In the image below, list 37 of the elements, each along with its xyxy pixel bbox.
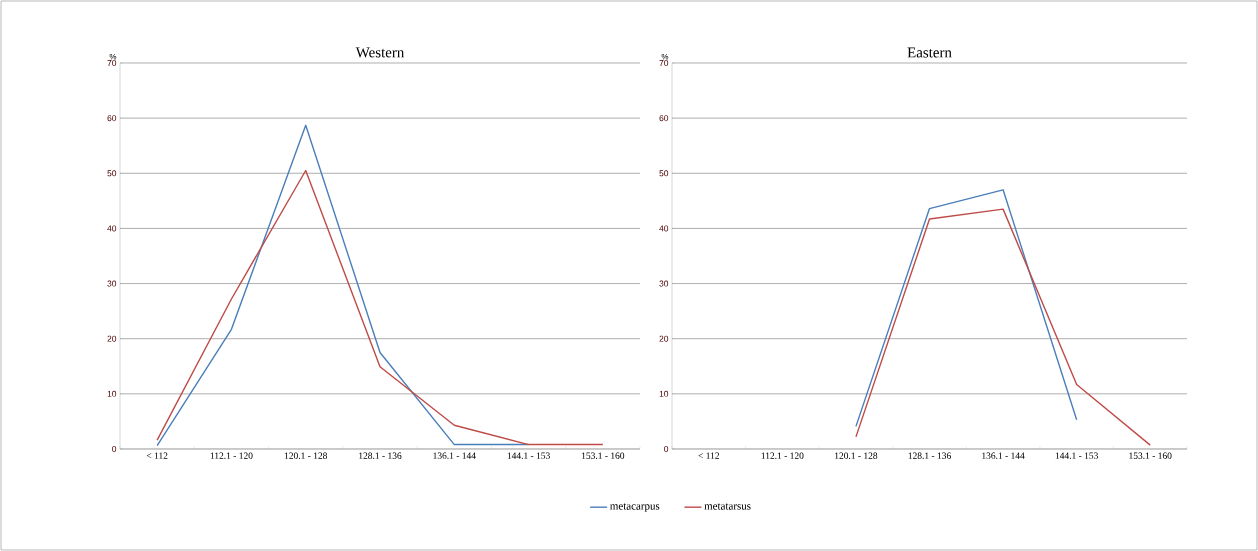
- x-tick-label: 120.1 - 128: [835, 452, 878, 459]
- x-tick-label: 112.1 - 120: [761, 452, 804, 459]
- y-tick-label: 50: [659, 170, 669, 177]
- legend-label: metatarsus: [704, 503, 751, 510]
- legend-label: metacarpus: [610, 503, 660, 512]
- chart-title: Eastern: [907, 47, 952, 58]
- y-tick-label: 10: [659, 390, 669, 397]
- y-tick-label: 30: [107, 280, 117, 287]
- y-tick-label: 60: [659, 115, 669, 122]
- y-tick-label: 50: [107, 170, 117, 177]
- y-tick-label: 0: [664, 445, 669, 452]
- y-tick-label: 70: [107, 60, 117, 66]
- x-tick-label: 153.1 - 160: [582, 452, 625, 459]
- y-tick-label: 60: [107, 115, 117, 122]
- line-series: [855, 208, 1151, 446]
- x-tick-label: 136.1 - 144: [433, 452, 476, 459]
- y-tick-label: 20: [107, 335, 117, 342]
- y-tick-label: 20: [659, 335, 669, 342]
- x-tick-label: 112.1 - 120: [210, 452, 253, 459]
- x-tick-label: 144.1 - 153: [1055, 452, 1098, 459]
- chart-title: Western: [355, 47, 405, 58]
- y-tick-label: 40: [659, 225, 669, 232]
- x-tick-label: 144.1 - 153: [507, 452, 550, 459]
- y-tick-label: 70: [659, 60, 669, 66]
- x-tick-label: 128.1 - 136: [908, 452, 951, 459]
- x-tick-label: 153.1 - 160: [1129, 452, 1172, 459]
- x-tick-label: 128.1 - 136: [359, 452, 402, 459]
- y-tick-label: 0: [112, 445, 117, 452]
- x-tick-label: 136.1 - 144: [982, 452, 1025, 459]
- x-tick-label: < 112: [146, 452, 168, 459]
- y-tick-label: 40: [107, 225, 117, 232]
- line-series: [855, 189, 1078, 428]
- line-series: [156, 169, 604, 446]
- x-tick-label: 120.1 - 128: [284, 452, 328, 459]
- y-tick-label: 10: [107, 390, 117, 397]
- y-tick-label: 30: [659, 280, 669, 287]
- x-tick-label: < 112: [698, 452, 720, 459]
